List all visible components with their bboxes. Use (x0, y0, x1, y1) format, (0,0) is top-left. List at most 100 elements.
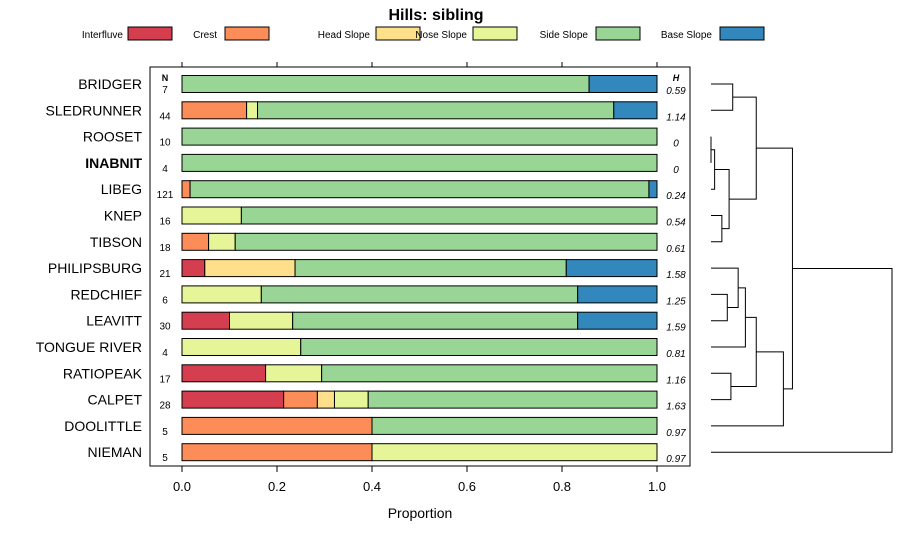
bar-leavitt-side-slope (292, 311, 579, 330)
bar-calpet-interfluve (181, 390, 285, 409)
bar-calpet-side-slope (367, 390, 658, 409)
row-label-knep: KNEP (104, 208, 142, 224)
dendrogram-branch (711, 268, 893, 453)
row-h-tibson: 0.61 (666, 244, 685, 255)
row-n-philipsburg: 21 (159, 269, 171, 280)
bar-sledrunner-base-slope (613, 101, 658, 120)
n-column-header: N (162, 73, 169, 83)
dendrogram-branch (711, 351, 784, 427)
legend-swatch-side-slope (595, 26, 641, 41)
legend-swatch-interfluve (127, 26, 173, 41)
x-axis: 0.0 0.2 0.4 0.6 0.8 1.0 (173, 62, 666, 494)
row-n-knep: 16 (159, 217, 171, 228)
bar-tibson-nose-slope (208, 232, 236, 251)
row-n-tongue-river: 4 (162, 348, 168, 359)
legend-swatch-crest (224, 26, 270, 41)
legend-label-crest: Crest (193, 30, 217, 41)
legend-label-head-slope: Head Slope (318, 30, 371, 41)
bar-knep-nose-slope (181, 206, 242, 225)
bar-libeg-base-slope (648, 180, 658, 199)
row-n-doolittle: 5 (162, 427, 168, 438)
bar-redchief-nose-slope (181, 285, 262, 304)
bar-ratiopeak-side-slope (321, 364, 658, 383)
bar-libeg-crest (181, 180, 191, 199)
row-label-calpet: CALPET (88, 392, 143, 408)
row-h-knep: 0.54 (666, 218, 686, 229)
bar-knep-side-slope (240, 206, 658, 225)
bar-philipsburg-head-slope (204, 259, 296, 278)
bar-tongue-river-nose-slope (181, 338, 302, 356)
bar-bridger-base-slope (588, 75, 658, 93)
row-n-inabnit: 4 (162, 164, 168, 175)
bar-sledrunner-crest (181, 101, 248, 120)
legend-label-interfluve: Interfluve (82, 30, 124, 41)
row-label-redchief: REDCHIEF (70, 286, 142, 302)
row-n-ratiopeak: 17 (159, 374, 171, 385)
legend-label-side-slope: Side Slope (540, 30, 589, 41)
dendrogram-branch (729, 96, 757, 200)
bar-leavitt-interfluve (181, 311, 230, 330)
row-h-redchief: 1.25 (666, 296, 686, 307)
row-h-calpet: 1.63 (666, 402, 686, 413)
x-tick-label: 0.6 (458, 479, 476, 494)
row-label-leavitt: LEAVITT (86, 313, 142, 329)
row-n-tibson: 18 (159, 243, 171, 254)
row-n-leavitt: 30 (159, 322, 171, 333)
h-column-header: H (673, 73, 680, 83)
dendrogram-branch (711, 287, 746, 348)
row-label-rooset: ROOSET (83, 129, 143, 145)
row-label-sledrunner: SLEDRUNNER (46, 102, 142, 118)
row-n-bridger: 7 (162, 85, 168, 96)
x-axis-label: Proportion (388, 505, 453, 521)
chart-title: Hills: sibling (388, 7, 483, 24)
row-h-doolittle: 0.97 (666, 428, 686, 439)
bar-doolittle-crest (181, 416, 373, 435)
row-h-sledrunner: 1.14 (666, 112, 686, 123)
row-h-tongue-river: 0.81 (666, 349, 685, 360)
legend-swatch-head-slope (375, 26, 421, 41)
x-tick-label: 0.4 (363, 479, 381, 494)
row-label-doolittle: DOOLITTLE (64, 418, 142, 434)
dendrogram-branch (756, 147, 793, 390)
legend-swatch-nose-slope (472, 26, 518, 41)
bar-tibson-side-slope (234, 232, 658, 251)
legend-label-base-slope: Base Slope (661, 30, 713, 41)
dendrogram-branch (711, 267, 739, 309)
row-n-sledrunner: 44 (159, 111, 171, 122)
bar-leavitt-nose-slope (229, 311, 294, 330)
row-h-rooset: 0 (673, 139, 679, 150)
bar-bridger-side-slope (181, 75, 590, 93)
bar-ratiopeak-interfluve (181, 364, 267, 383)
row-n-rooset: 10 (159, 138, 171, 149)
bar-redchief-side-slope (260, 285, 579, 304)
row-h-philipsburg: 1.58 (666, 270, 686, 281)
row-h-ratiopeak: 1.16 (666, 375, 686, 386)
row-h-nieman: 0.97 (666, 454, 686, 465)
bar-calpet-nose-slope (333, 390, 369, 409)
dendrogram-branch (711, 293, 728, 322)
plot-panel (149, 66, 691, 467)
row-label-tibson: TIBSON (90, 234, 142, 250)
dendrogram (710, 83, 893, 453)
bar-tibson-crest (181, 232, 210, 251)
row-n-nieman: 5 (162, 453, 168, 464)
row-label-libeg: LIBEG (101, 181, 142, 197)
bar-philipsburg-side-slope (294, 259, 567, 278)
row-label-inabnit: INABNIT (85, 155, 142, 171)
bar-sledrunner-nose-slope (246, 101, 259, 120)
bar-calpet-head-slope (316, 390, 335, 409)
row-label-bridger: BRIDGER (78, 76, 142, 92)
row-h-libeg: 0.24 (666, 191, 686, 202)
x-tick-label: 1.0 (648, 479, 666, 494)
row-n-redchief: 6 (162, 295, 168, 306)
bar-calpet-crest (283, 390, 318, 409)
legend: Interfluve Crest Head Slope Nose Slope Side … (82, 26, 765, 41)
bar-nieman-nose-slope (371, 443, 658, 462)
x-tick-label: 0.2 (268, 479, 286, 494)
bar-leavitt-base-slope (577, 311, 658, 330)
bar-doolittle-side-slope (371, 416, 658, 435)
dendrogram-branch (730, 316, 757, 387)
row-h-bridger: 0.59 (666, 86, 686, 97)
row-h-inabnit: 0 (673, 165, 679, 176)
